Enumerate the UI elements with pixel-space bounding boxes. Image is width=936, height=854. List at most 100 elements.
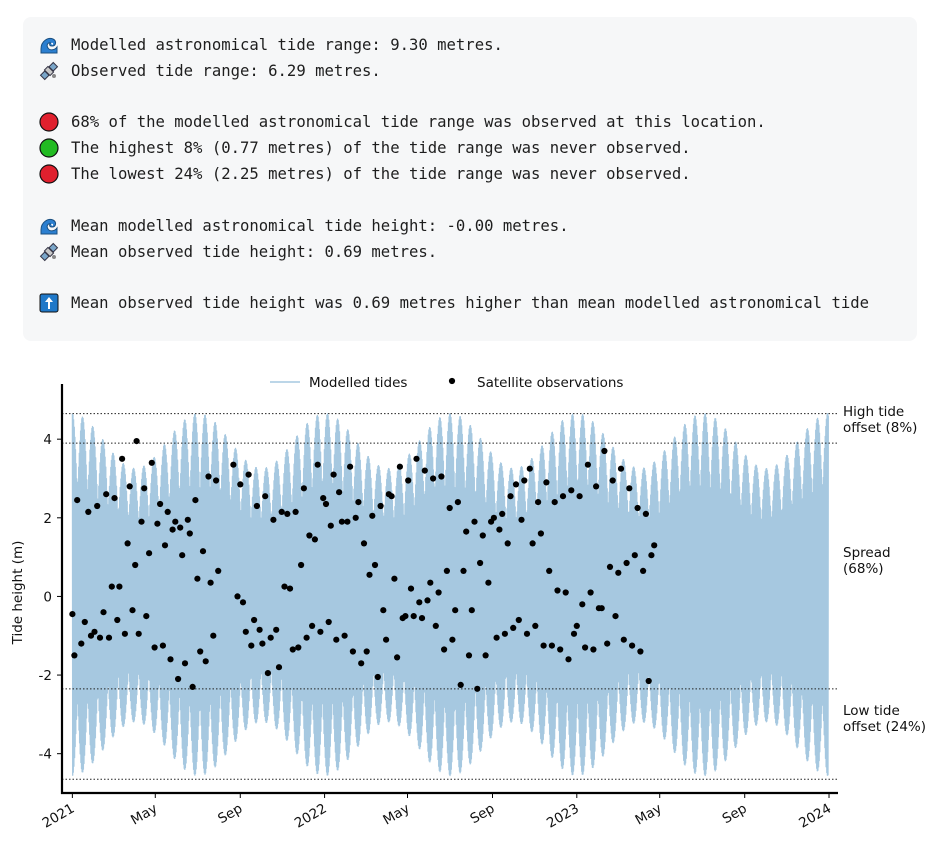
observation-point (576, 493, 583, 500)
observation-point (510, 624, 517, 631)
observation-point (371, 561, 379, 569)
observation-point (441, 646, 448, 653)
observation-point (303, 634, 310, 641)
observation-point (264, 670, 271, 677)
observation-point (543, 479, 550, 486)
observation-point (490, 514, 497, 521)
summary-line: 68% of the modelled astronomical tide ra… (39, 110, 766, 134)
observation-point (394, 654, 401, 661)
observation-point (298, 561, 305, 569)
legend-observations-swatch (448, 377, 456, 385)
observation-point (482, 652, 489, 659)
observation-point (234, 593, 241, 600)
observation-point (413, 455, 420, 462)
spread-label: Spread (68%) (843, 545, 891, 577)
observation-point (85, 508, 92, 515)
observation-point (192, 497, 199, 504)
observation-point (584, 461, 592, 468)
observation-point (69, 611, 76, 618)
x-tick-label: May (128, 801, 160, 829)
observation-point (640, 567, 647, 574)
observation-point (430, 475, 437, 482)
observation-point (259, 640, 266, 647)
observation-point (179, 552, 186, 559)
red-circle-icon (39, 112, 59, 132)
x-tick-label: 2024 (796, 801, 834, 832)
observation-point (311, 536, 318, 543)
observation-point (186, 530, 193, 537)
observation-point (94, 502, 101, 510)
observation-point (184, 516, 191, 523)
observation-point (347, 463, 354, 470)
observation-point (587, 589, 594, 596)
observation-point (292, 508, 299, 515)
observation-point (551, 499, 558, 506)
observation-point (114, 616, 121, 624)
observation-point (463, 528, 470, 535)
x-tick-label: May (633, 801, 665, 829)
observation-point (325, 618, 332, 626)
y-tick-label: 4 (43, 432, 52, 448)
observation-point (355, 499, 362, 506)
observation-point (380, 607, 387, 614)
observation-point (617, 465, 625, 472)
observation-point (121, 630, 128, 637)
observation-point (175, 675, 182, 683)
observation-point (648, 552, 655, 559)
observation-point (612, 613, 619, 620)
observation-point (96, 634, 104, 641)
observation-point (449, 636, 456, 643)
observation-point (601, 447, 608, 455)
observation-point (138, 518, 145, 525)
observation-point (349, 648, 356, 655)
observation-point (529, 540, 536, 547)
observation-point (352, 514, 359, 521)
observation-point (344, 518, 351, 525)
y-tick-label: -4 (39, 747, 52, 763)
observation-point (322, 500, 330, 508)
observation-point (504, 540, 511, 547)
observation-point (410, 613, 417, 620)
observation-point (135, 630, 142, 637)
observation-point (164, 508, 171, 515)
observation-point (496, 526, 503, 533)
summary-text: Observed tide range: 6.29 metres. (71, 62, 381, 80)
observation-point (471, 518, 478, 525)
observation-point (154, 520, 161, 527)
observation-point (327, 522, 334, 529)
up-arrow-icon (39, 293, 59, 313)
y-axis-label: Tide height (m) (10, 541, 26, 646)
observation-point (418, 615, 426, 622)
observation-point (424, 597, 431, 604)
observation-point (239, 599, 247, 606)
y-tick-label: 0 (43, 589, 52, 605)
summary-text: Modelled astronomical tide range: 9.30 m… (71, 36, 503, 54)
observation-point (526, 465, 533, 472)
observation-point (438, 473, 445, 480)
summary-text: Mean observed tide height was 0.69 metre… (71, 294, 869, 312)
observation-point (629, 642, 636, 649)
observation-point (278, 508, 285, 515)
summary-text: The highest 8% (0.77 metres) of the tide… (71, 139, 691, 157)
observation-point (71, 652, 78, 659)
observation-point (148, 459, 155, 466)
observation-point (108, 583, 115, 590)
observation-point (402, 613, 409, 620)
red-circle-icon (39, 164, 59, 184)
summary-text: The lowest 24% (2.25 metres) of the tide… (71, 165, 691, 183)
observation-point (499, 510, 506, 517)
observation-point (507, 493, 514, 500)
observation-point (336, 489, 343, 496)
observation-point (645, 677, 652, 685)
observation-point (454, 499, 461, 506)
observation-point (157, 500, 164, 508)
observation-point (582, 644, 589, 651)
observation-point (300, 485, 307, 492)
observation-point (446, 504, 453, 512)
observation-point (267, 634, 274, 641)
observation-point (111, 495, 118, 502)
observation-point (333, 636, 340, 643)
observation-point (606, 563, 614, 570)
x-tick-label: Sep (467, 801, 497, 828)
observation-point (523, 630, 531, 637)
